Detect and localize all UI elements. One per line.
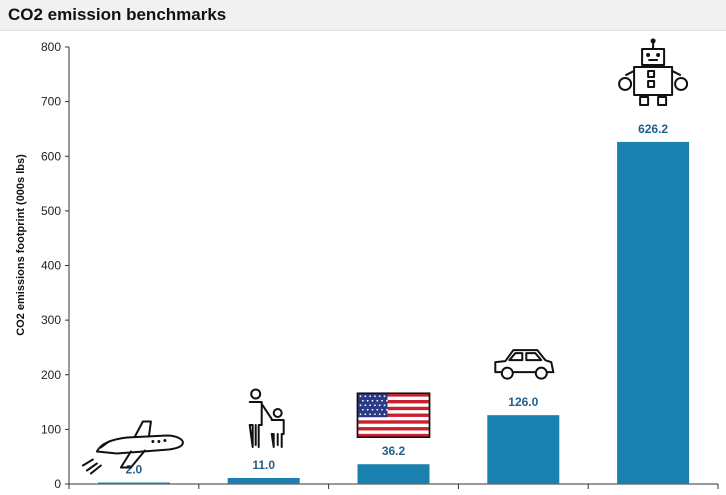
flag-star <box>378 395 381 398</box>
bars <box>97 141 690 485</box>
flag-star <box>359 404 362 407</box>
flag-star <box>366 408 369 411</box>
flag-stripe <box>357 406 430 411</box>
bar <box>487 415 560 484</box>
header-bar: CO2 emission benchmarks <box>0 0 726 31</box>
flag-star <box>381 399 383 402</box>
flag-star <box>371 399 374 402</box>
y-axis-label: CO2 emissions footprint (000s lbs) <box>15 154 27 336</box>
car-icon <box>494 349 555 380</box>
robot-icon <box>618 38 689 106</box>
data-label: 126.0 <box>508 395 538 409</box>
airplane-icon <box>81 420 184 475</box>
chart-title: CO2 emission benchmarks <box>8 5 227 24</box>
y-tick-label: 100 <box>41 422 61 436</box>
y-tick-label: 500 <box>41 204 61 218</box>
flag-star <box>378 404 381 407</box>
y-tick-label: 700 <box>41 95 61 109</box>
flag-star <box>359 413 362 416</box>
flag-star <box>374 413 376 416</box>
data-label: 2.0 <box>126 463 143 477</box>
data-label: 11.0 <box>252 458 275 472</box>
y-tick-label: 200 <box>41 368 61 382</box>
flag-star <box>376 399 379 402</box>
flag-star <box>362 408 364 411</box>
y-tick-label: 600 <box>41 149 61 163</box>
flag-stripe <box>357 427 430 431</box>
flag-star <box>369 404 371 407</box>
people-icon <box>248 388 285 448</box>
flag-star <box>386 399 388 402</box>
flag-star <box>383 413 386 416</box>
flag-star <box>371 408 374 411</box>
flag-stripe <box>357 420 430 424</box>
flag-star <box>374 404 376 407</box>
flag-stripe <box>357 433 430 438</box>
data-label: 626.2 <box>638 122 668 136</box>
flag-star <box>359 395 362 398</box>
data-label: 36.2 <box>382 444 406 458</box>
bar <box>617 141 690 485</box>
flag-star <box>369 413 371 416</box>
flag-star <box>381 408 383 411</box>
us-flag-icon <box>356 392 431 438</box>
flag-stripe <box>357 413 430 417</box>
flag-star <box>383 395 386 398</box>
flag-star <box>364 404 367 407</box>
bar <box>97 482 170 484</box>
y-tick-label: 0 <box>54 477 61 491</box>
bar <box>227 477 300 484</box>
flag-star <box>362 399 364 402</box>
flag-star <box>364 413 367 416</box>
chart-area: 0 100 200 300 400 500 600 700 800 CO2 emissions … <box>0 30 726 495</box>
flag-stripe <box>357 399 430 404</box>
y-tick-label: 300 <box>41 313 61 327</box>
y-tick-label: 400 <box>41 259 61 273</box>
y-tick-label: 800 <box>41 40 61 54</box>
flag-star <box>366 399 369 402</box>
flag-star <box>369 395 371 398</box>
flag-star <box>376 408 379 411</box>
bar <box>357 464 430 484</box>
flag-star <box>386 408 388 411</box>
flag-star <box>383 404 386 407</box>
data-labels: 2.0 11.0 36.2 126.0 626.2 <box>126 122 669 477</box>
flag-star <box>378 413 381 416</box>
flag-star <box>374 395 376 398</box>
axes: 0 100 200 300 400 500 600 700 800 <box>41 40 719 491</box>
flag-stripe <box>357 393 430 397</box>
bar-chart: 0 100 200 300 400 500 600 700 800 CO2 emissions … <box>15 38 719 491</box>
flag-star <box>364 395 367 398</box>
